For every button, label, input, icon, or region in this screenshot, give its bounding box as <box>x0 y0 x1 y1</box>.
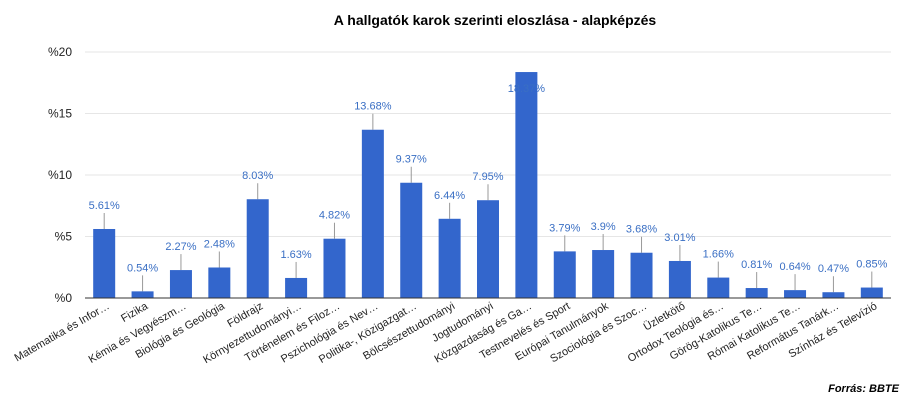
data-label: 8.03% <box>242 170 273 182</box>
bar <box>400 182 423 298</box>
y-tick-label: %10 <box>48 168 72 182</box>
data-label: 1.66% <box>703 249 734 261</box>
bar <box>668 260 691 298</box>
bar <box>553 251 576 298</box>
bar <box>592 250 615 298</box>
chart-title: A hallgatók karok szerinti eloszlása - a… <box>334 12 657 28</box>
data-label: 2.27% <box>165 241 196 253</box>
bar <box>438 218 461 298</box>
data-label: 2.48% <box>204 238 235 250</box>
data-label: 7.95% <box>472 171 503 183</box>
bar <box>707 277 730 298</box>
bar <box>860 287 883 298</box>
bar <box>515 72 538 298</box>
bar <box>131 291 154 298</box>
data-label: 18.37% <box>508 83 546 95</box>
bar <box>323 238 346 298</box>
y-tick-label: %5 <box>55 230 73 244</box>
data-label: 9.37% <box>396 154 427 166</box>
data-label: 3.68% <box>626 224 657 236</box>
bar <box>361 129 384 298</box>
data-label: 0.85% <box>856 259 887 271</box>
bar <box>93 228 116 298</box>
bar <box>784 290 807 298</box>
data-label: 0.64% <box>779 261 810 273</box>
data-label: 5.61% <box>89 200 120 212</box>
bar <box>208 267 231 298</box>
bars <box>93 72 883 298</box>
data-labels: 5.61% 0.54% 2.27% 2.48% 8.03% 1.63% 4.82% 13.68… <box>89 83 888 275</box>
bar <box>630 252 653 298</box>
data-label: 0.54% <box>127 262 158 274</box>
bar <box>745 288 768 298</box>
data-label: 3.79% <box>549 222 580 234</box>
data-label: 1.63% <box>280 249 311 261</box>
data-label: 3.01% <box>664 232 695 244</box>
y-tick-label: %20 <box>48 45 72 59</box>
data-label: 0.81% <box>741 259 772 271</box>
bar <box>477 200 499 298</box>
source-note: Forrás: BBTE <box>828 383 899 395</box>
y-tick-label: %0 <box>55 291 73 305</box>
label-leaders <box>103 113 873 293</box>
data-label: 3.9% <box>591 221 616 233</box>
data-label: 6.44% <box>434 190 465 202</box>
data-label: 13.68% <box>354 101 392 113</box>
data-label: 0.47% <box>818 263 849 275</box>
y-tick-label: %15 <box>48 107 72 121</box>
bar <box>822 292 845 298</box>
y-axis: %0 %5 %10 %15 %20 <box>48 45 72 305</box>
bar <box>169 270 192 298</box>
bar <box>285 277 308 298</box>
data-label: 4.82% <box>319 210 350 222</box>
bar <box>246 199 269 298</box>
